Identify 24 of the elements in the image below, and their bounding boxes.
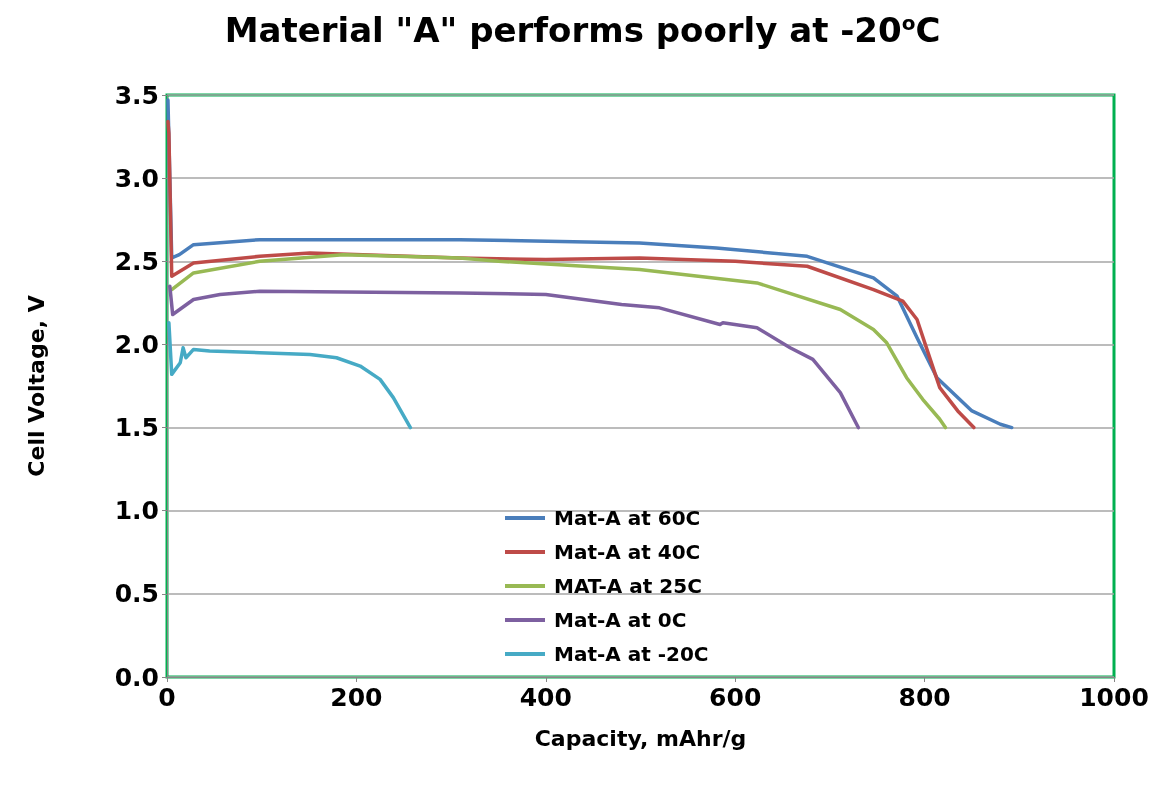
legend-label: Mat-A at 60C [554,506,701,530]
y-tick-label: 2.5 [114,246,159,276]
y-tick-label: 3.5 [114,80,159,110]
y-tick-label: 1.5 [114,413,159,443]
x-tick-label: 800 [898,683,951,712]
y-tick-label: 1.0 [114,496,159,526]
x-tick-label: 0 [158,683,176,712]
y-tick-label: 0.5 [114,579,159,609]
line-series [169,252,948,430]
y-tick-label: 0.0 [114,662,159,692]
y-tick-label: 3.0 [114,163,159,193]
x-tick-label: 200 [330,683,383,712]
legend-label: Mat-A at 0C [554,608,687,632]
line-series [167,321,413,430]
y-tick-label: 2.0 [114,329,159,359]
legend-label: Mat-A at -20C [554,642,709,666]
x-tick-label: 600 [709,683,762,712]
legend-label: Mat-A at 40C [554,540,701,564]
x-axis-title: Capacity, mAhr/g [534,725,747,751]
x-tick-label: 1000 [1079,683,1149,712]
x-tick-label: 400 [519,683,572,712]
legend-label: MAT-A at 25C [554,574,702,598]
y-axis-title: Cell Voltage, V [23,295,49,477]
line-series [168,284,861,430]
